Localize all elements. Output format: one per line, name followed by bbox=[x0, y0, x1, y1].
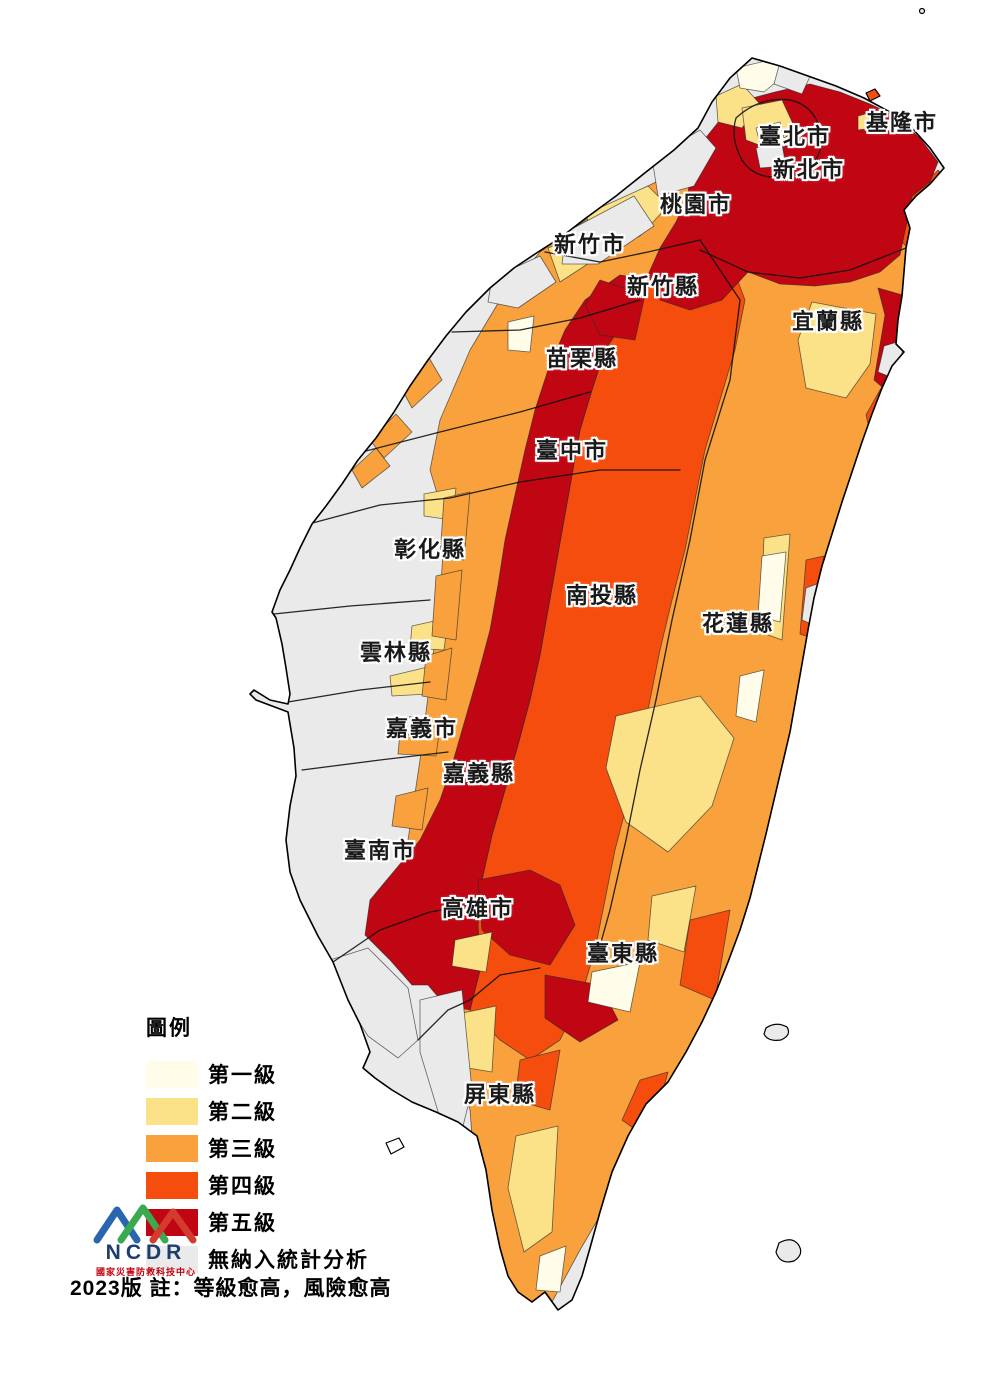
legend-title: 圖例 bbox=[146, 1017, 192, 1040]
legend-item: 無納入統計分析 bbox=[146, 1245, 369, 1273]
county-label: 基隆市 bbox=[865, 110, 939, 135]
legend-item-label: 第二級 bbox=[208, 1101, 277, 1124]
islet-green-island bbox=[763, 1023, 790, 1041]
legend-item: 第一級 bbox=[146, 1060, 369, 1088]
ncdr-logo-mountains-icon bbox=[93, 1204, 197, 1244]
county-label: 花蓮縣 bbox=[701, 611, 775, 636]
islet-orchid-island bbox=[775, 1239, 802, 1263]
county-label: 宜蘭縣 bbox=[791, 309, 865, 334]
ncdr-logo-acronym: NCDR bbox=[105, 1241, 187, 1264]
county-label: 臺北市 bbox=[758, 124, 832, 149]
islet-north bbox=[918, 7, 926, 15]
legend-item-label: 第四級 bbox=[208, 1175, 277, 1198]
risk-note: 註：等級愈高，風險愈高 bbox=[149, 1277, 392, 1300]
map-version: 2023版 bbox=[70, 1277, 143, 1300]
ncdr-logo: NCDR 國家災害防救科技中心 bbox=[56, 1198, 236, 1278]
legend-item-label: 無納入統計分析 bbox=[208, 1249, 369, 1272]
county-label: 桃園市 bbox=[659, 192, 733, 217]
legend-item: 第二級 bbox=[146, 1097, 369, 1125]
county-label: 臺中市 bbox=[535, 438, 609, 463]
legend-item-label: 第三級 bbox=[208, 1138, 277, 1161]
county-label: 雲林縣 bbox=[359, 640, 433, 665]
county-label: 高雄市 bbox=[441, 896, 515, 921]
islets bbox=[385, 7, 926, 1263]
legend-item: 第四級 bbox=[146, 1171, 369, 1199]
islet-liuqiu bbox=[385, 1137, 405, 1155]
ncdr-logo-org-name: 國家災害防救科技中心 bbox=[95, 1267, 196, 1277]
county-label: 嘉義市 bbox=[385, 716, 459, 741]
legend-swatch bbox=[146, 1171, 198, 1199]
legend-item-label: 第一級 bbox=[208, 1064, 277, 1087]
county-label: 南投縣 bbox=[565, 583, 639, 608]
legend-item: 第三級 bbox=[146, 1134, 369, 1162]
county-borders bbox=[273, 98, 907, 1041]
footer-note: 2023版 註：等級愈高，風險愈高 bbox=[70, 1272, 392, 1302]
legend-item-label: 第五級 bbox=[208, 1212, 277, 1235]
legend-swatch bbox=[146, 1097, 198, 1125]
county-label: 臺南市 bbox=[343, 838, 417, 863]
county-label: 彰化縣 bbox=[393, 537, 467, 562]
legend-swatch bbox=[146, 1245, 198, 1273]
coastline bbox=[249, 57, 945, 1311]
county-label: 新竹市 bbox=[553, 232, 627, 257]
county-label: 臺東縣 bbox=[586, 941, 660, 966]
county-label: 嘉義縣 bbox=[442, 761, 516, 786]
islet-keelung bbox=[865, 88, 881, 102]
county-label: 屏東縣 bbox=[463, 1082, 537, 1107]
legend-swatch bbox=[146, 1060, 198, 1088]
county-label: 苗栗縣 bbox=[545, 346, 619, 371]
county-label: 新北市 bbox=[772, 157, 846, 182]
legend-swatch bbox=[146, 1134, 198, 1162]
county-label: 新竹縣 bbox=[626, 274, 700, 299]
